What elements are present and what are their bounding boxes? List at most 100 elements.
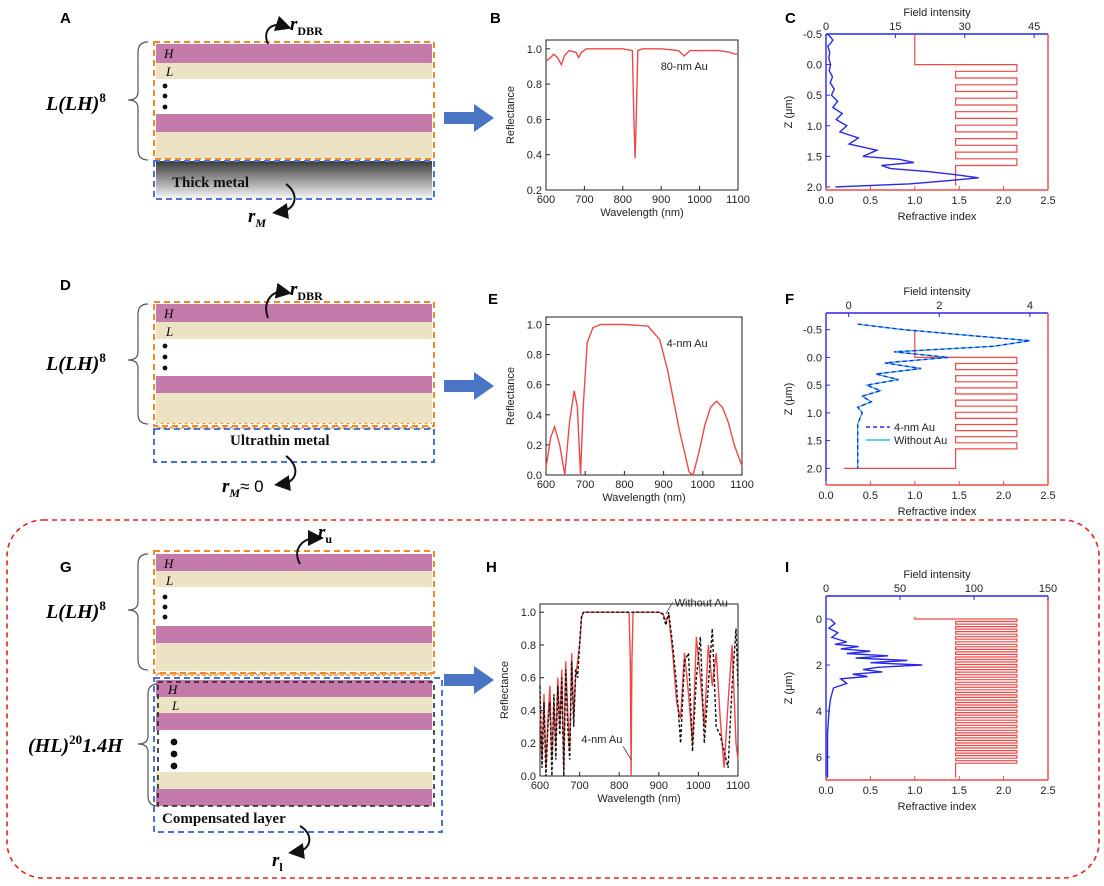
x-tick-label: 700 xyxy=(576,479,594,491)
annotation-label: 80-nm Au xyxy=(661,61,708,73)
compensated-layer-label: Compensated layer xyxy=(162,811,286,827)
x2-axis-label: Field intensity xyxy=(903,286,971,298)
y-tick-label: 1.0 xyxy=(807,121,822,133)
x-axis-label: Wavelength (nm) xyxy=(602,492,685,504)
y-tick-label: 0.4 xyxy=(521,705,536,717)
x2-tick-label: 30 xyxy=(959,21,971,33)
x-tick-label: 600 xyxy=(537,194,555,206)
panel-label-g: G xyxy=(60,559,72,576)
x-tick-label: 1100 xyxy=(730,479,754,491)
formula-g2: (HL)201.4H xyxy=(28,732,124,757)
x-tick-label: 1.0 xyxy=(907,195,922,207)
annotation-pointer xyxy=(622,746,632,760)
legend-label-without-au: Without Au xyxy=(894,435,947,447)
x2-tick-label: 2 xyxy=(936,300,942,312)
chart-h: 600 700 800 900 1000 1100 0.0 0.2 0.4 0.6 0.8 1.0 Wa… xyxy=(499,597,750,805)
x2-tick-label: 100 xyxy=(965,583,983,595)
refractive-index-line xyxy=(914,34,1018,186)
r-u-label: ru xyxy=(318,522,332,546)
x-tick-label: 900 xyxy=(654,479,672,491)
x-axis-label: Wavelength (nm) xyxy=(597,793,680,805)
chart-e: 600 700 800 900 1000 1100 0.0 0.2 0.4 0.6 0.8 1.0 Wa… xyxy=(505,316,754,504)
y-axis-label: Reflectance xyxy=(499,661,511,719)
x2-tick-label: 4 xyxy=(1027,300,1033,312)
x-tick-label: 2.5 xyxy=(1040,490,1055,502)
panel-label-e: E xyxy=(488,291,498,308)
chart-c: 0.0 0.5 1.0 1.5 2.0 2.5 0 15 30 45 -0.5 0.0 0.5 1.0 1.… xyxy=(783,7,1056,223)
field-4nm-au-line xyxy=(856,323,1031,469)
y-tick-label: 0.6 xyxy=(527,114,542,126)
formula-d: L(LH)8 xyxy=(45,350,106,375)
layer-l-label-a: L xyxy=(165,64,173,79)
y-tick-label: 0.8 xyxy=(527,350,542,362)
plot-frame xyxy=(539,603,739,777)
x-axis-label: Wavelength (nm) xyxy=(600,207,683,219)
x-tick-label: 600 xyxy=(531,780,549,792)
layer-l-label-g2: L xyxy=(171,698,179,713)
annotation-label-without-au: Without Au xyxy=(675,597,728,609)
y-axis-label: Reflectance xyxy=(505,86,517,144)
layer-l-label-d: L xyxy=(165,324,173,339)
panel-label-i: I xyxy=(785,559,789,576)
y-tick-label: 0.2 xyxy=(527,440,542,452)
y-tick-label: 0.4 xyxy=(527,410,542,422)
chart-i: 0.0 0.5 1.0 1.5 2.0 2.5 0 50 100 150 0 2 4 6 Refractiv… xyxy=(783,569,1057,813)
chart-f: 0.0 0.5 1.0 1.5 2.0 2.5 0 2 4 -0.5 0.0 0.5 1.0 1.5 2.0… xyxy=(783,286,1056,518)
x-tick-label: 1.5 xyxy=(952,785,967,797)
arrow-d-to-e xyxy=(444,372,494,400)
series-line-0 xyxy=(545,48,738,159)
y-tick-label: 0.8 xyxy=(521,640,536,652)
layer-h-label-d: H xyxy=(163,306,174,321)
y-tick-label: 6 xyxy=(816,752,822,764)
y-tick-label: 0.5 xyxy=(807,90,822,102)
annotation-label-4nm-au: 4-nm Au xyxy=(581,734,622,746)
layer-l-label-g1: L xyxy=(165,573,173,588)
plot-frame xyxy=(545,39,739,191)
y-axis-label: Reflectance xyxy=(505,367,517,425)
refractive-index-line xyxy=(914,616,1018,778)
y-tick-label: 0.2 xyxy=(521,738,536,750)
x2-axis-label: Field intensity xyxy=(903,7,971,19)
y-tick-label: 1.5 xyxy=(807,436,822,448)
x-tick-label: 2.0 xyxy=(996,195,1011,207)
y-tick-label: 1.5 xyxy=(807,151,822,163)
y-tick-label: 0.6 xyxy=(527,380,542,392)
x-tick-label: 2.0 xyxy=(996,490,1011,502)
r-l-label: rl xyxy=(272,850,283,874)
r-m-label-d: rM≈ 0 xyxy=(222,476,264,500)
chart-b: 600 700 800 900 1000 1100 0.2 0.4 0.6 0.8 1.0 Wavel… xyxy=(505,39,750,219)
r-m-label-a: rM xyxy=(248,206,266,230)
formula-a: L(LH)8 xyxy=(45,90,106,115)
x-tick-label: 800 xyxy=(615,479,633,491)
y-tick-label: 2.0 xyxy=(807,463,822,475)
y-axis-label: Z (μm) xyxy=(783,672,795,705)
schematic-a: H L L(LH)8 Thick metal rDBR rM xyxy=(45,14,435,230)
x-tick-label: 0.5 xyxy=(863,785,878,797)
x2-axis-label: Field intensity xyxy=(903,569,971,581)
formula-g1: L(LH)8 xyxy=(45,598,106,623)
x-tick-label: 1000 xyxy=(686,780,710,792)
x-tick-label: 1.5 xyxy=(952,490,967,502)
y-axis-label: Z (μm) xyxy=(783,96,795,129)
y-tick-label: 0.0 xyxy=(807,352,822,364)
arrow-g-to-h xyxy=(444,666,494,694)
y-tick-label: 1.0 xyxy=(527,44,542,56)
arrow-a-to-b xyxy=(444,104,494,132)
legend-label-4nm-au: 4-nm Au xyxy=(894,422,935,434)
x-tick-label: 0.0 xyxy=(818,195,833,207)
y-tick-label: -0.5 xyxy=(803,29,822,41)
r-dbr-label-a: rDBR xyxy=(290,14,323,38)
x-axis-label: Refractive index xyxy=(898,506,977,518)
y-tick-label: 0.0 xyxy=(807,60,822,72)
x-tick-label: 0.5 xyxy=(863,195,878,207)
series-line-0 xyxy=(545,323,743,477)
x-tick-label: 1000 xyxy=(691,479,715,491)
x2-tick-label: 150 xyxy=(1039,583,1057,595)
x-tick-label: 800 xyxy=(614,194,632,206)
x-axis-label: Refractive index xyxy=(898,211,977,223)
x-tick-label: 1000 xyxy=(687,194,711,206)
x2-tick-label: 0 xyxy=(823,583,829,595)
y-tick-label: 4 xyxy=(816,706,822,718)
y-tick-label: 0.8 xyxy=(527,79,542,91)
